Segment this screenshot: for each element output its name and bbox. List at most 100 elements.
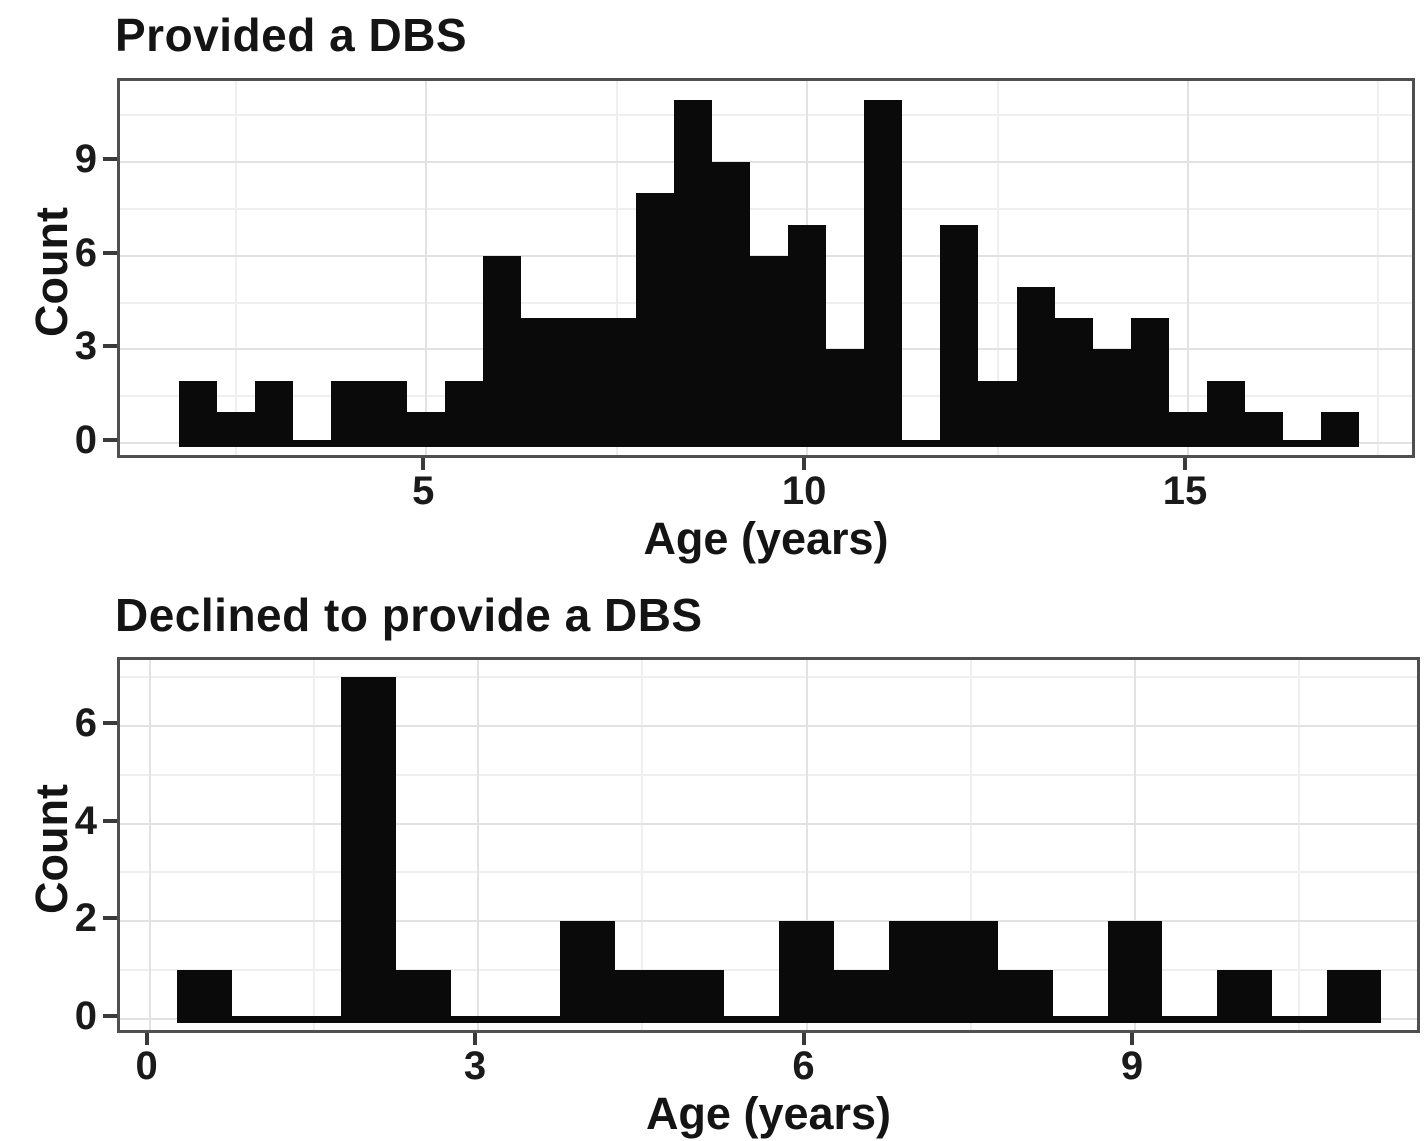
x-axis-tick-label: 6 — [792, 1044, 815, 1088]
histogram-bar — [888, 921, 944, 1023]
y-axis-tick-label: 4 — [74, 798, 97, 843]
gridline-y-minor — [120, 773, 1417, 776]
histogram-bar — [1321, 411, 1360, 447]
gridline-y-minor — [120, 969, 1417, 972]
bottom-chart-panel — [117, 657, 1420, 1033]
histogram-bar — [635, 193, 674, 447]
bottom-chart-title: Declined to provide a DBS — [115, 589, 703, 641]
gridline-y-major — [120, 724, 1417, 727]
y-axis-tick — [103, 1013, 117, 1018]
histogram-bar — [673, 99, 712, 447]
histogram-bar — [597, 318, 636, 447]
y-axis-tick-label: 0 — [74, 993, 97, 1038]
y-axis-tick-label: 6 — [74, 700, 97, 745]
gridline-x-minor — [234, 81, 237, 455]
x-axis-tick-label: 5 — [412, 469, 435, 513]
gridline-x-major — [425, 81, 428, 455]
histogram-bar — [369, 380, 408, 447]
histogram-bar — [1130, 318, 1169, 447]
histogram-bar — [216, 411, 255, 447]
histogram-bar — [1217, 970, 1272, 1023]
gridline-x-major — [1134, 660, 1137, 1030]
y-axis-tick-label: 9 — [74, 137, 97, 182]
gridline-x-major — [805, 660, 808, 1030]
gridline-y-minor — [120, 871, 1417, 874]
gridline-x-minor — [641, 660, 644, 1030]
top-chart-y-axis-label: Count — [26, 207, 77, 337]
x-axis-tick — [473, 1033, 478, 1045]
y-axis-tick — [103, 916, 117, 921]
gridline-x-minor — [969, 660, 972, 1030]
histogram-bar — [176, 970, 232, 1023]
gridline-y-minor — [120, 676, 1417, 679]
y-axis-tick-label: 0 — [74, 417, 97, 462]
histogram-bar — [1206, 380, 1246, 447]
gridline-x-major — [148, 660, 151, 1030]
x-axis-tick-label: 3 — [463, 1044, 487, 1088]
top-chart-title: Provided a DBS — [115, 9, 468, 61]
y-axis-tick-label: 2 — [74, 896, 97, 941]
x-axis-tick-label: 10 — [781, 469, 827, 513]
gridline-y-major — [120, 161, 1412, 164]
y-axis-tick-label: 6 — [74, 230, 97, 275]
histogram-bar — [1168, 411, 1207, 447]
gridline-x-minor — [312, 660, 315, 1030]
x-axis-tick-label: 9 — [1120, 1044, 1144, 1088]
gridline-x-major — [1186, 81, 1189, 455]
histogram-bar — [1092, 349, 1131, 447]
gridline-x-minor — [1377, 81, 1380, 455]
x-axis-tick — [421, 458, 426, 470]
x-axis-tick — [1182, 458, 1187, 470]
histogram-bar — [998, 970, 1053, 1023]
gridline-x-minor — [1298, 660, 1301, 1030]
histogram-bar — [826, 349, 865, 447]
histogram-bar — [1326, 970, 1382, 1023]
histogram-bar — [711, 162, 750, 447]
histogram-bar — [1054, 318, 1093, 447]
histogram-bar — [1245, 411, 1284, 447]
x-axis-tick-label: 15 — [1162, 469, 1208, 513]
histogram-bar — [1016, 286, 1055, 447]
histogram-bar — [614, 970, 670, 1023]
histogram-bar — [749, 255, 789, 447]
histogram-bar — [788, 224, 827, 447]
histogram-bar — [943, 921, 999, 1023]
histogram-bar — [445, 380, 484, 447]
histogram-bar — [940, 224, 979, 447]
histogram-bar — [978, 380, 1017, 447]
histogram-bar — [178, 380, 217, 447]
histogram-bar — [254, 380, 293, 447]
y-axis-tick — [103, 344, 117, 349]
histogram-bar — [779, 921, 834, 1023]
x-axis-tick — [801, 1033, 806, 1045]
histogram-bar — [341, 677, 396, 1023]
histogram-bar — [864, 99, 903, 447]
histogram-bar — [669, 970, 725, 1023]
y-axis-tick — [103, 720, 117, 725]
bottom-chart-y-axis-label: Count — [26, 784, 77, 914]
histogram-bar — [521, 318, 560, 447]
y-axis-tick-label: 3 — [74, 324, 97, 369]
gridline-x-minor — [615, 81, 618, 455]
histogram-bar — [407, 411, 446, 447]
y-axis-tick — [103, 157, 117, 162]
top-chart-x-axis-label: Age (years) — [643, 513, 889, 564]
y-axis-tick — [103, 437, 117, 442]
histogram-bar — [1107, 921, 1163, 1023]
x-axis-tick — [802, 458, 807, 470]
x-axis-tick-label: 0 — [135, 1044, 158, 1088]
gridline-x-minor — [996, 81, 999, 455]
gridline-y-minor — [120, 207, 1412, 210]
histogram-bar — [395, 970, 451, 1023]
x-axis-tick — [1130, 1033, 1135, 1045]
histogram-bar — [833, 970, 889, 1023]
gridline-y-major — [120, 920, 1417, 923]
gridline-x-major — [477, 660, 480, 1030]
x-axis-tick — [144, 1033, 149, 1045]
gridline-y-major — [120, 822, 1417, 825]
gridline-y-minor — [120, 114, 1412, 117]
y-axis-tick — [103, 250, 117, 255]
histogram-bar — [331, 380, 370, 447]
y-axis-tick — [103, 818, 117, 823]
